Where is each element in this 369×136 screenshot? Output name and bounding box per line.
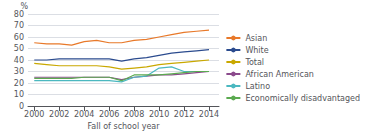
svg-text:Economically disadvantaged: Economically disadvantaged	[245, 94, 360, 103]
svg-text:70: 70	[14, 21, 24, 30]
svg-text:40: 40	[14, 56, 24, 65]
svg-text:2014: 2014	[199, 110, 219, 119]
svg-text:60: 60	[14, 33, 24, 42]
svg-text:30: 30	[14, 67, 24, 76]
svg-text:2012: 2012	[174, 110, 194, 119]
svg-text:Asian: Asian	[245, 34, 267, 43]
svg-text:Fall of school year: Fall of school year	[87, 122, 160, 131]
svg-text:80: 80	[14, 10, 24, 19]
svg-text:African American: African American	[245, 70, 314, 79]
svg-text:20: 20	[14, 79, 24, 88]
svg-text:0: 0	[18, 101, 24, 111]
svg-text:2010: 2010	[149, 110, 169, 119]
svg-text:Latino: Latino	[245, 82, 270, 91]
svg-text:10: 10	[14, 90, 24, 99]
svg-text:White: White	[245, 46, 268, 55]
svg-text:2000: 2000	[24, 110, 44, 119]
svg-text:Total: Total	[244, 58, 264, 67]
svg-text:50: 50	[14, 44, 24, 53]
svg-text:2002: 2002	[49, 110, 69, 119]
svg-text:2006: 2006	[99, 110, 119, 119]
svg-text:2008: 2008	[124, 110, 144, 119]
svg-text:2004: 2004	[74, 110, 94, 119]
